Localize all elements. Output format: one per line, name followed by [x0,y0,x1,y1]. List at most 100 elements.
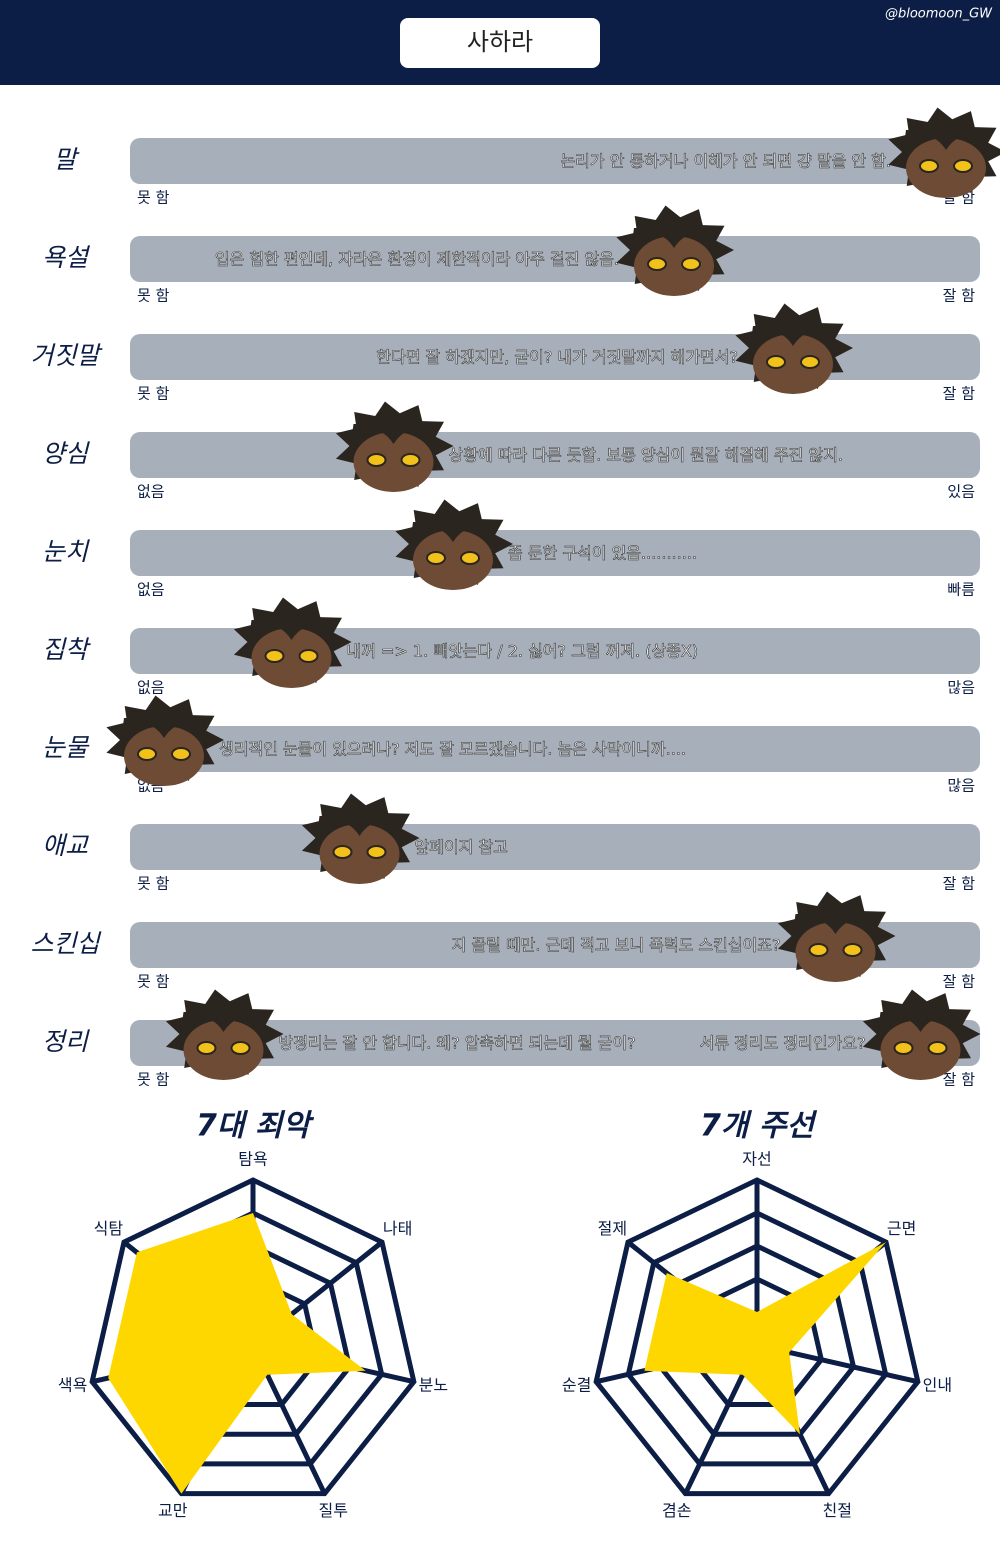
comment: 지 꼴릴 때만. 근데 적고 보니 폭력도 스킨십이죠? [452,936,781,955]
right-label: 잘 함 [943,287,976,305]
bangs [247,620,336,650]
bangs [630,228,718,258]
eye [919,159,939,173]
row-label: 애교 [42,831,89,860]
eye [366,453,387,467]
axis-label: 색욕 [58,1376,87,1395]
axis-label: 식탐 [94,1219,124,1238]
skin [124,726,204,786]
right-label: 많음 [947,777,975,795]
title-box [400,18,600,68]
credit: @bloomoon_GW [885,7,993,22]
right-label: 잘 함 [943,1071,976,1089]
comment: 좀 둔한 구석이 있음........... [508,544,697,563]
radar-area [108,1213,366,1494]
row-label: 집착 [42,635,91,664]
row-label: 욕설 [42,243,91,272]
bar [130,432,980,478]
eye [842,943,863,957]
eye [298,649,319,663]
right-label: 잘 함 [943,385,976,403]
axis-label: 나태 [383,1219,412,1238]
face [335,401,454,492]
right-label: 빠름 [947,581,975,599]
row-label: 스킨십 [30,929,101,958]
right-label: 잘 함 [943,875,976,893]
left-label: 없음 [137,581,165,599]
eye [647,257,667,271]
skin [319,824,400,884]
eye [808,943,829,957]
left-label: 못 함 [137,287,170,305]
left-label: 못 함 [137,973,170,991]
axis-label: 친절 [823,1501,852,1520]
axis-label: 탐욕 [238,1150,267,1169]
axis-label: 순결 [562,1376,591,1395]
bar [130,824,980,870]
row-label: 정리 [42,1027,90,1056]
eye [264,649,285,663]
axis-label: 절제 [598,1219,627,1238]
eye [766,355,786,369]
eye [366,845,387,859]
radar-title: 7개 주선 [700,1109,818,1144]
radar-ring [593,1177,921,1497]
left-label: 못 함 [137,875,170,893]
left-label: 못 함 [137,189,170,207]
skin [880,1020,961,1080]
eye [230,1041,251,1055]
bangs [179,1012,268,1042]
eye [927,1041,948,1055]
radar-ring [89,1177,417,1497]
title: 사하라 [467,28,533,56]
skin [183,1020,264,1080]
row-label: 눈물 [42,733,90,762]
axis-label: 인내 [923,1376,952,1395]
axis-label: 겸손 [662,1501,691,1520]
axis-label: 근면 [887,1219,916,1238]
skin [413,530,493,590]
eye [171,747,191,761]
radar-area [644,1242,887,1435]
face [301,793,420,884]
face [233,597,352,688]
radar-title: 7대 죄악 [196,1109,315,1144]
eye [400,453,421,467]
bangs [120,718,208,748]
bar [130,138,980,184]
bangs [315,816,404,846]
bangs [902,130,990,160]
skin [906,138,986,198]
eye [800,355,820,369]
face [616,205,734,296]
row-label: 거짓말 [30,341,103,370]
face [777,891,896,982]
eye [137,747,157,761]
row-label: 눈치 [42,537,90,566]
comment: 내꺼 => 1. 빼앗는다 / 2. 싫어? 그럼 꺼져. (상종X) [347,642,699,661]
axis-label: 분노 [419,1376,448,1395]
comment: 서류 정리도 정리인가요? [700,1034,866,1053]
comment: 입은 험한 편인데, 자라온 환경이 제한적이라 아주 걸진 않음. [215,250,619,269]
eye [893,1041,914,1055]
skin [753,334,833,394]
bangs [876,1012,965,1042]
bangs [791,914,880,944]
skin [251,628,332,688]
left-label: 못 함 [137,385,170,403]
bar [130,236,980,282]
bangs [409,522,497,552]
bar [130,1020,980,1066]
comment: 상황에 따라 다른 듯함. 보통 양심이 뭔갈 해결해 주진 않지. [449,446,844,465]
bangs [349,424,438,454]
eye [426,551,446,565]
bar [130,726,980,772]
comment: 방정리는 잘 안 합니다. 왜? 압축하면 되는데 뭘 굳이? [279,1034,636,1053]
bar [130,922,980,968]
right-label: 많음 [947,679,975,697]
bangs [749,326,837,356]
skin [634,236,714,296]
radar-ring [625,1210,889,1467]
